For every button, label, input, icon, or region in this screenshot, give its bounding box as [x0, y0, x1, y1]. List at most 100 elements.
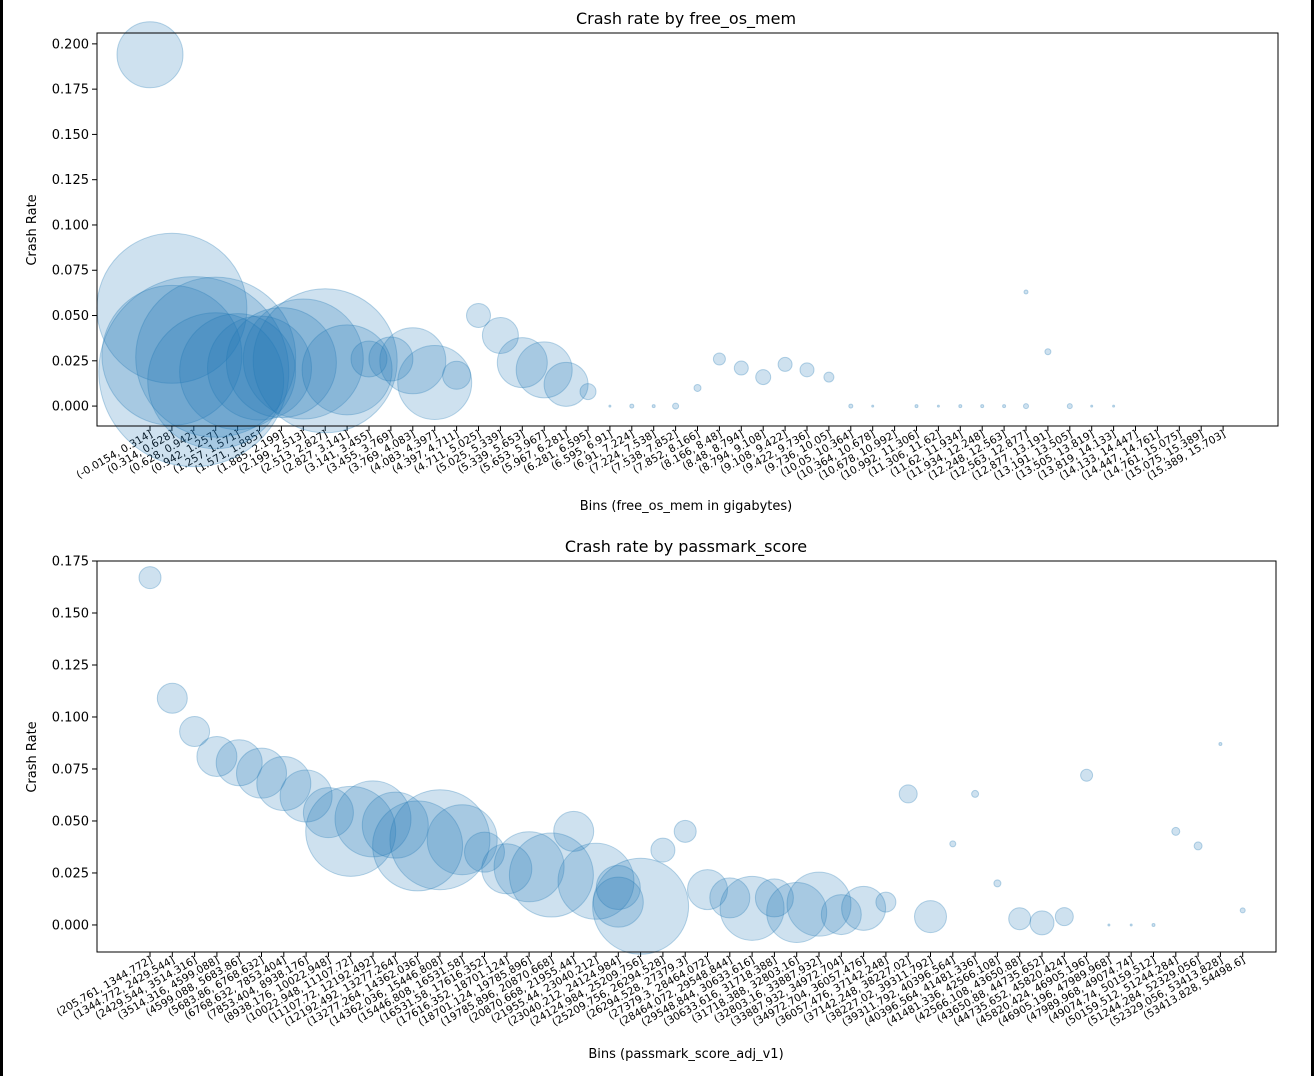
data-point — [236, 747, 287, 799]
chart-passmark-score: Crash rate by passmark_score Crash Rate … — [25, 537, 1277, 1062]
data-point — [543, 361, 589, 407]
data-points — [96, 21, 1116, 468]
data-point — [466, 303, 491, 329]
data-point — [693, 383, 702, 392]
data-point — [379, 327, 447, 395]
data-point — [397, 345, 473, 421]
y-axis-label: Crash Rate — [25, 194, 40, 265]
data-point — [754, 878, 794, 918]
data-point — [1066, 403, 1073, 410]
data-point — [1090, 404, 1094, 408]
data-point — [875, 891, 897, 913]
data-point — [1239, 907, 1246, 914]
y-tick-label: 0.000 — [52, 918, 89, 933]
data-point — [493, 831, 565, 903]
data-point — [1107, 923, 1111, 927]
data-point — [1218, 742, 1223, 747]
data-point — [426, 804, 498, 876]
y-tick-label: 0.125 — [52, 173, 89, 188]
x-axis-label: Bins (free_os_mem in gigabytes) — [580, 499, 793, 514]
data-point — [334, 780, 412, 858]
data-point — [914, 900, 947, 934]
y-tick-label: 0.050 — [52, 309, 89, 324]
data-point — [301, 324, 393, 416]
data-point — [755, 369, 772, 386]
data-point — [786, 871, 852, 937]
data-point — [1044, 348, 1052, 356]
y-tick-label: 0.050 — [52, 814, 89, 829]
data-point — [672, 402, 680, 410]
data-point — [442, 360, 472, 390]
data-point — [116, 21, 184, 89]
data-point — [980, 404, 985, 409]
data-point — [914, 404, 919, 409]
data-point — [464, 831, 505, 873]
data-point — [799, 362, 815, 378]
data-point — [252, 288, 398, 434]
data-point — [936, 404, 940, 408]
data-point — [1054, 907, 1074, 927]
data-point — [225, 307, 337, 419]
y-tick-label: 0.000 — [52, 400, 89, 415]
data-point — [156, 682, 188, 714]
data-point — [350, 340, 388, 378]
plot-area-frame — [96, 560, 1277, 953]
y-tick-label: 0.025 — [52, 866, 89, 881]
data-point — [1080, 768, 1094, 782]
data-point — [841, 885, 887, 931]
data-point — [592, 857, 690, 955]
x-axis-ticks: (-0.0154, 0.314](0.314, 0.628](0.628, 0.… — [74, 426, 1228, 483]
data-point — [1171, 826, 1181, 836]
data-point — [848, 403, 854, 409]
plot-area-frame — [96, 32, 1279, 427]
data-point — [592, 876, 644, 928]
data-point — [709, 877, 751, 919]
data-point — [1129, 923, 1133, 927]
y-tick-label: 0.175 — [52, 555, 89, 570]
data-point — [687, 869, 728, 911]
data-point — [993, 879, 1002, 888]
data-point — [557, 842, 635, 920]
data-point — [673, 819, 697, 843]
data-point — [481, 843, 533, 895]
data-point — [138, 566, 162, 590]
data-point — [147, 312, 285, 450]
y-axis-label: Crash Rate — [25, 721, 40, 792]
y-tick-label: 0.075 — [52, 264, 89, 279]
data-point — [579, 383, 597, 401]
data-point — [508, 832, 594, 918]
data-point — [608, 404, 612, 408]
data-point — [1002, 404, 1007, 409]
data-point — [135, 276, 297, 438]
chart-title: Crash rate by free_os_mem — [576, 9, 796, 29]
data-point — [179, 313, 297, 431]
data-point — [871, 404, 875, 408]
data-point — [98, 276, 290, 468]
data-point — [496, 337, 548, 389]
data-point — [553, 810, 595, 852]
y-tick-label: 0.100 — [52, 710, 89, 725]
data-point — [650, 837, 676, 863]
data-point — [215, 739, 263, 787]
data-point — [1008, 907, 1032, 931]
data-point — [733, 360, 749, 376]
data-point — [766, 881, 828, 943]
data-point — [898, 784, 918, 804]
y-tick-label: 0.200 — [52, 37, 89, 52]
data-point — [256, 756, 312, 812]
y-tick-label: 0.100 — [52, 218, 89, 233]
data-point — [372, 800, 464, 892]
data-point — [1023, 289, 1029, 295]
data-point — [1193, 841, 1203, 851]
data-point — [1023, 403, 1029, 410]
data-point — [719, 875, 785, 941]
data-point — [958, 404, 963, 409]
figure-border-left — [0, 0, 3, 1076]
data-point — [1151, 922, 1156, 927]
y-tick-label: 0.025 — [52, 354, 89, 369]
data-point — [389, 789, 491, 891]
x-axis-ticks: (205.761, 1344.772](1344.772, 2429.544](… — [55, 952, 1247, 1029]
data-point — [820, 894, 862, 936]
data-point — [207, 315, 312, 421]
